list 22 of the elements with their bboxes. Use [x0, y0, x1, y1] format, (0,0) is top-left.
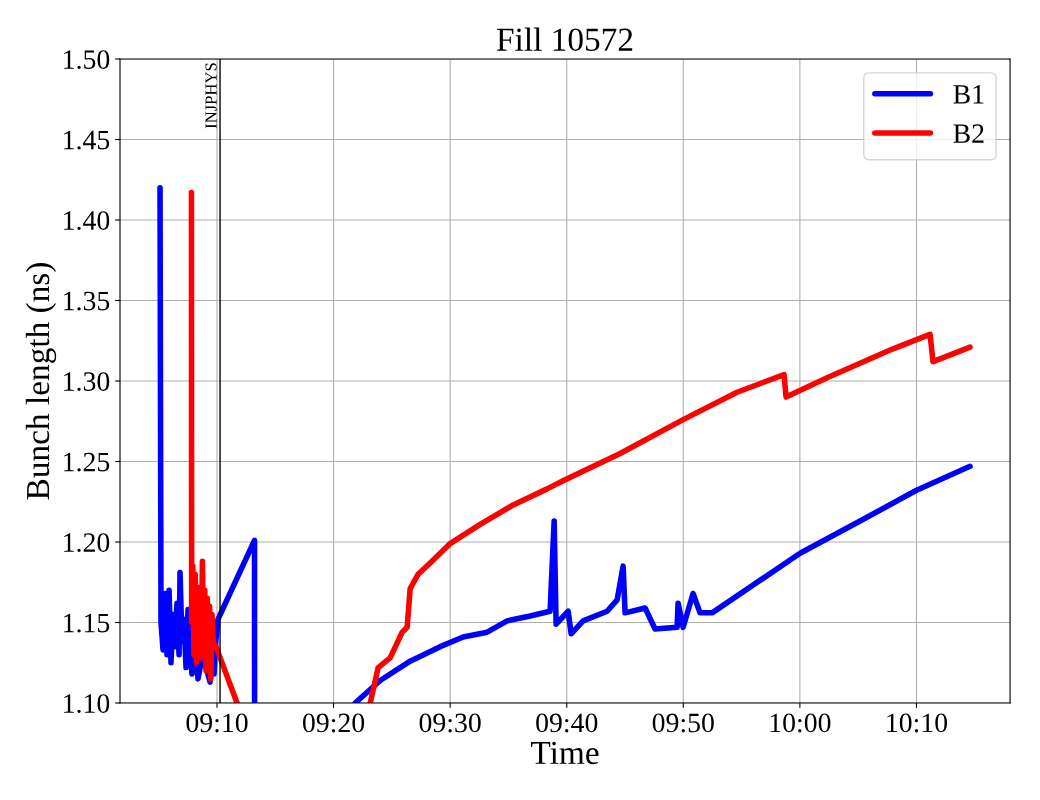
y-tick-label: 1.50: [64, 50, 110, 70]
x-tick-label: 10:00: [770, 713, 831, 733]
x-tick-label: 09:30: [419, 713, 481, 733]
y-tick-label: 1.25: [64, 452, 110, 472]
y-tick-label: 1.20: [64, 533, 110, 553]
x-axis-title: Time: [531, 741, 599, 765]
y-axis-title: Bunch length (ns): [25, 263, 57, 500]
ref-line-label: INJPHYS: [205, 63, 217, 129]
x-tick-label: 09:10: [186, 713, 248, 733]
y-tick-label: 1.40: [64, 211, 110, 231]
y-tick-label: 1.15: [64, 613, 110, 633]
y-tick-label: 1.10: [64, 694, 110, 714]
y-tick-label: 1.30: [64, 372, 110, 392]
legend-label: B1: [953, 85, 984, 104]
y-tick-label: 1.35: [64, 291, 110, 311]
x-tick-label: 09:20: [302, 713, 365, 733]
x-tick-label: 09:40: [536, 713, 598, 733]
x-tick-label: 10:10: [887, 713, 948, 733]
legend-label: B2: [953, 124, 984, 143]
y-tick-label: 1.45: [64, 130, 110, 150]
x-tick-label: 09:50: [652, 713, 714, 733]
chart-title: Fill 10572: [497, 27, 633, 51]
